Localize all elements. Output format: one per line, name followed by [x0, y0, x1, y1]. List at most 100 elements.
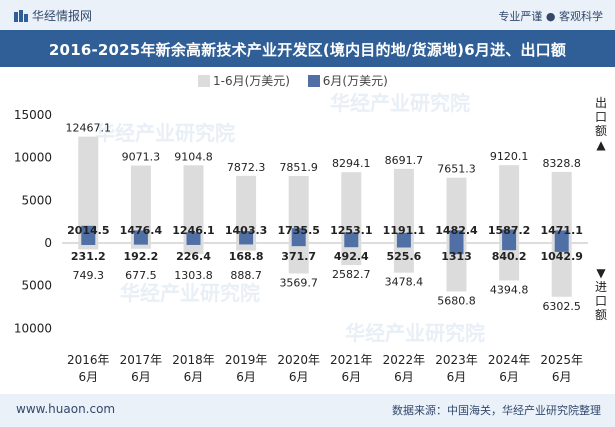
bar-monthly-import [81, 243, 96, 245]
data-label-monthly-export: 1191.1 [383, 224, 425, 237]
data-label-cumulative-import: 5680.8 [437, 294, 476, 307]
data-label-monthly-export: 1246.1 [172, 224, 214, 237]
top-bar [0, 0, 615, 30]
data-label-monthly-export: 1587.2 [488, 224, 530, 237]
x-tick-label: 6月 [289, 370, 309, 384]
bar-monthly-import [449, 243, 464, 255]
x-tick-label: 2023年 [435, 353, 478, 367]
chart-title: 2016-2025年新余高新技术产业开发区(境内目的地/货源地)6月进、出口额 [48, 41, 567, 59]
data-label-cumulative-import: 4394.8 [490, 284, 529, 297]
data-label-monthly-import: 226.4 [176, 250, 211, 263]
axis-layer: 15000 10000 5000 0 5000 10000 2016年 6月 2017年 6月 20… [14, 108, 588, 384]
bar-monthly-export [502, 229, 517, 243]
data-label-cumulative-export: 7851.9 [279, 161, 318, 174]
bar-layer [78, 136, 572, 297]
data-label-monthly-import: 371.7 [281, 250, 316, 263]
data-label-cumulative-import: 3569.7 [279, 276, 318, 289]
bar-cumulative-import [236, 243, 257, 251]
data-label-cumulative-import: 3478.4 [385, 276, 424, 289]
brand-name: 华经情报网 [32, 9, 93, 23]
data-label-cumulative-import: 677.5 [125, 269, 157, 282]
data-label-monthly-export: 1253.1 [330, 224, 372, 237]
y-tick-label: 0 [44, 236, 52, 250]
bar-monthly-export [81, 225, 96, 243]
bar-monthly-export [133, 230, 148, 243]
x-tick-label: 2017年 [120, 353, 163, 367]
footer-site: www.huaon.com [16, 402, 116, 416]
bar-cumulative-export [393, 168, 414, 243]
bar-cumulative-import [288, 243, 309, 274]
bar-monthly-export [554, 230, 569, 243]
x-tick-label: 6月 [552, 370, 572, 384]
bar-monthly-export [291, 228, 306, 243]
bar-cumulative-import [341, 243, 362, 266]
legend-label-cumulative: 1-6月(万美元) [213, 74, 290, 88]
y-tick-label: 5000 [21, 193, 52, 207]
x-tick-label: 6月 [394, 370, 414, 384]
bar-monthly-export [396, 232, 411, 243]
data-label-monthly-import: 231.2 [71, 250, 106, 263]
y-tick-label: 5000 [21, 279, 52, 293]
data-label-cumulative-export: 7872.3 [227, 161, 266, 174]
label-layer: 12467.1 2014.5 231.2 749.3 9071.3 1476.4 192.2… [66, 122, 583, 313]
bar-cumulative-export [288, 175, 309, 243]
bar-monthly-import [344, 243, 359, 248]
data-label-cumulative-export: 9071.3 [122, 151, 161, 164]
bar-cumulative-import [499, 243, 520, 281]
brand-logo-icon [14, 10, 28, 22]
data-label-monthly-import: 840.2 [492, 250, 527, 263]
bar-cumulative-export [551, 171, 572, 243]
data-label-monthly-import: 1313 [441, 250, 472, 263]
x-tick-label: 6月 [447, 370, 467, 384]
legend-item-monthly: 6月(万美元) [307, 72, 388, 89]
data-label-monthly-export: 2014.5 [67, 224, 109, 237]
data-label-cumulative-export: 7651.3 [437, 163, 476, 176]
x-tick-label: 2016年 [67, 353, 110, 367]
export-side-label: 出口额▲ [594, 96, 607, 152]
bar-cumulative-import [78, 243, 99, 250]
watermark-text: 华经产业研究院 [95, 121, 235, 145]
x-tick-label: 2021年 [330, 353, 373, 367]
data-label-cumulative-export: 8691.7 [385, 154, 424, 167]
legend: 1-6月(万美元) 6月(万美元) [198, 72, 402, 89]
bar-monthly-import [502, 243, 517, 251]
data-label-monthly-export: 1403.3 [225, 224, 267, 237]
bar-monthly-import [396, 243, 411, 248]
data-label-monthly-import: 492.4 [334, 250, 369, 263]
data-label-cumulative-export: 9104.8 [174, 150, 213, 163]
x-tick-label: 2022年 [383, 353, 426, 367]
data-label-cumulative-import: 2582.7 [332, 268, 371, 281]
bar-monthly-export [344, 232, 359, 243]
x-tick-label: 2019年 [225, 353, 268, 367]
data-label-cumulative-export: 9120.1 [490, 150, 529, 163]
watermark-text: 华经产业研究院 [120, 281, 260, 305]
x-tick-label: 6月 [78, 370, 98, 384]
bar-monthly-import [133, 243, 148, 245]
watermark-text: 华经产业研究院 [345, 321, 485, 345]
x-tick-label: 2024年 [488, 353, 531, 367]
bar-cumulative-import [551, 243, 572, 297]
footer-bar [0, 394, 615, 427]
bar-monthly-import [291, 243, 306, 247]
bar-cumulative-import [130, 243, 151, 249]
x-tick-label: 6月 [341, 370, 361, 384]
bar-cumulative-import [183, 243, 204, 255]
bar-monthly-import [186, 243, 201, 245]
bar-cumulative-export [78, 136, 99, 243]
data-label-cumulative-import: 888.7 [230, 269, 262, 282]
footer-source: 数据来源：中国海关，华经产业研究院整理 [392, 404, 601, 417]
bar-cumulative-export [499, 165, 520, 243]
legend-swatch-monthly [307, 75, 320, 87]
y-tick-label: 10000 [14, 151, 52, 165]
x-tick-label: 6月 [131, 370, 151, 384]
watermark-text: 华经产业研究院 [330, 91, 470, 115]
bar-cumulative-export [446, 177, 467, 243]
tagline: 专业严谨 ● 客观科学 [498, 10, 603, 23]
x-tick-label: 6月 [236, 370, 256, 384]
title-bar [0, 30, 615, 67]
data-label-cumulative-export: 8328.8 [542, 157, 581, 170]
x-tick-label: 6月 [499, 370, 519, 384]
x-tick-label: 6月 [184, 370, 204, 384]
